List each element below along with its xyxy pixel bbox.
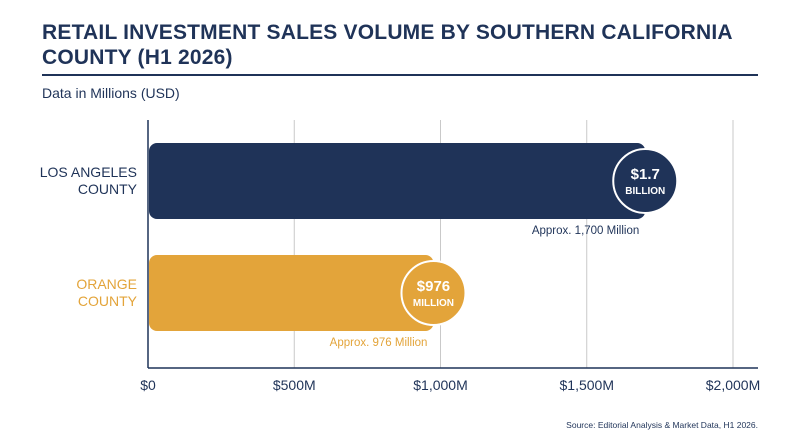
- value-badge: [400, 260, 467, 326]
- x-tick-labels: $0 $500M $1,000M $1,500M $2,000M: [140, 377, 760, 393]
- value-badge: [612, 148, 679, 214]
- badge-value: $1.7: [631, 166, 660, 183]
- x-tick-label: $1,500M: [560, 377, 614, 393]
- badge-value: $976: [417, 278, 450, 295]
- title-divider: [42, 74, 758, 76]
- bar-group: LOS ANGELES COUNTY $1.7 BILLION Approx. 1,70…: [40, 143, 679, 237]
- x-tick-label: $500M: [273, 377, 316, 393]
- x-tick-label: $0: [140, 377, 156, 393]
- axes: [147, 120, 758, 369]
- x-tick-label: $2,000M: [706, 377, 760, 393]
- category-label: ORANGE COUNTY: [76, 276, 137, 309]
- chart-subtitle: Data in Millions (USD): [42, 85, 180, 101]
- value-annotation: Approx. 976 Million: [330, 337, 428, 349]
- source-note: Source: Editorial Analysis & Market Data…: [566, 420, 758, 430]
- bar: [149, 143, 646, 219]
- bar-group: ORANGE COUNTY $976 MILLION Approx. 976 Milli…: [76, 255, 467, 349]
- bars: LOS ANGELES COUNTY $1.7 BILLION Approx. 1,70…: [40, 143, 679, 349]
- badge-unit: BILLION: [625, 186, 665, 197]
- bar: [149, 255, 434, 331]
- category-label: LOS ANGELES COUNTY: [40, 164, 138, 197]
- value-annotation: Approx. 1,700 Million: [532, 225, 639, 237]
- badge-unit: MILLION: [413, 298, 454, 309]
- x-tick-label: $1,000M: [413, 377, 467, 393]
- chart-title: RETAIL INVESTMENT SALES VOLUME BY SOUTHE…: [42, 21, 733, 69]
